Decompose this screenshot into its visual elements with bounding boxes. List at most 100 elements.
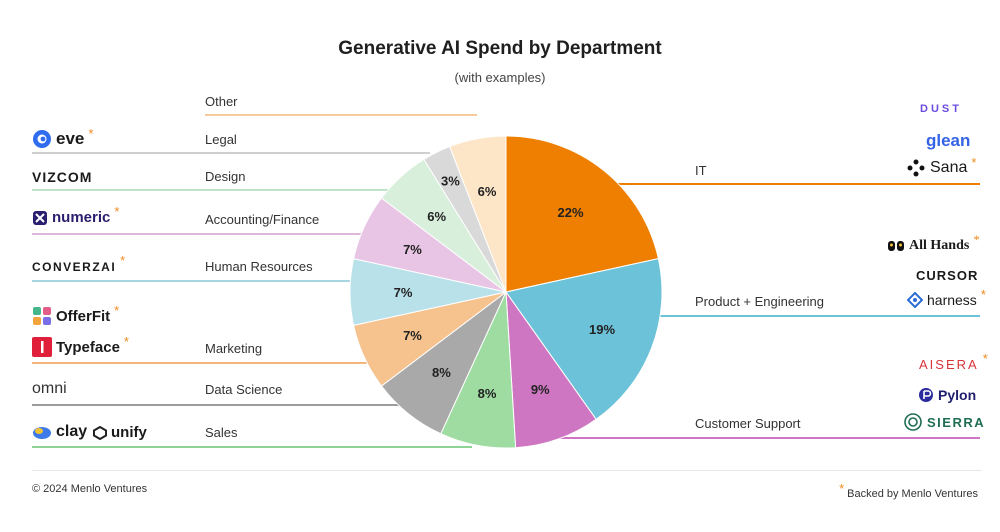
pie-slice-it (505, 135, 659, 293)
backed-star: * (971, 154, 977, 170)
logo-allhands-text: All Hands (909, 238, 970, 253)
connector-other (205, 114, 477, 116)
eve-icon (33, 130, 51, 148)
footer-backed-note: * Backed by Menlo Ventures (839, 481, 978, 500)
connector-legal (32, 152, 430, 154)
backed-star: * (88, 125, 94, 141)
sierra-icon (904, 413, 922, 431)
connector-data-science (32, 404, 404, 406)
logo-unify: unify (93, 424, 147, 441)
chart-title: Generative AI Spend by Department (338, 38, 662, 59)
logo-vizcom: VIZCOM (32, 169, 92, 185)
logo-cursor: CURSOR (916, 268, 978, 283)
logo-sana: Sana * (906, 154, 977, 178)
logo-eve: eve * (32, 125, 94, 149)
pie-label-human-resources: 7% (394, 285, 413, 300)
logo-converzai-text: CONVERZAI (32, 259, 117, 274)
connector-sales (32, 446, 472, 448)
pylon-icon (919, 388, 933, 402)
harness-icon (907, 292, 923, 308)
dept-label-product: Product + Engineering (695, 294, 825, 309)
pie-label-design: 6% (427, 209, 446, 224)
logo-harness-text: harness (927, 292, 977, 308)
pie-label-other: 6% (478, 184, 497, 199)
dept-label-design: Design (205, 169, 246, 184)
connector-support (548, 437, 980, 439)
logo-cursor-text: CURSOR (916, 268, 979, 283)
offerfit-icon (33, 307, 51, 325)
logo-harness: harness * (907, 287, 986, 308)
logo-sierra-text: SIERRA (927, 414, 986, 430)
typeface-icon (32, 337, 52, 357)
connector-hr (32, 280, 357, 282)
backed-star: * (982, 351, 990, 366)
connector-accounting (32, 233, 366, 235)
logo-numeric-text: numeric (52, 209, 111, 226)
logo-offerfit: OfferFit * (32, 302, 120, 326)
pie-label-marketing: 7% (403, 328, 422, 343)
logo-typeface-text: Typeface (56, 338, 120, 356)
pie-slice-other (448, 135, 507, 293)
logo-clay: clay (32, 423, 87, 441)
pie-slice-product-engineering (505, 258, 663, 421)
backed-star: * (120, 253, 127, 268)
logo-vizcom-text: VIZCOM (32, 169, 93, 185)
logo-sierra: SIERRA (903, 412, 985, 432)
pie-label-accounting-finance: 7% (403, 242, 422, 257)
pie-slice-customer-support (505, 290, 597, 449)
logo-pylon: Pylon (918, 387, 976, 403)
logo-omni: omni (32, 380, 67, 398)
dept-label-legal: Legal (205, 132, 237, 147)
pie-label-legal: 3% (441, 173, 460, 188)
footer-backed-text: Backed by Menlo Ventures (847, 488, 978, 500)
logo-aisera-text: AISERA (919, 357, 979, 372)
dept-label-marketing: Marketing (205, 341, 263, 356)
logo-converzai: CONVERZAI * (32, 253, 127, 274)
allhands-icon (888, 241, 904, 251)
logo-allhands: All Hands * (887, 232, 980, 254)
dept-label-sales: Sales (205, 425, 238, 440)
unify-icon (93, 425, 107, 440)
backed-star: * (123, 333, 129, 349)
dept-label-accounting: Accounting/Finance (205, 212, 320, 227)
logo-clay-text: clay (56, 423, 88, 440)
logo-glean-text: glean (926, 131, 971, 150)
pie-label-it: 22% (558, 205, 584, 220)
connector-product (655, 315, 980, 317)
backed-star: * (980, 286, 986, 302)
connector-design (32, 189, 396, 191)
connector-marketing (32, 362, 372, 364)
footer-copyright: © 2024 Menlo Ventures (32, 483, 148, 495)
backed-star: * (973, 232, 980, 247)
pie-label-sales: 8% (478, 386, 497, 401)
dept-label-data-science: Data Science (205, 382, 283, 397)
backed-star: * (114, 302, 120, 318)
chart-subtitle: (with examples) (454, 70, 546, 85)
logo-sana-text: Sana (930, 159, 968, 176)
logo-dust-text: DUST (920, 103, 962, 115)
numeric-icon (33, 210, 47, 225)
logo-aisera: AISERA * (919, 351, 990, 372)
logo-omni-text: omni (32, 380, 67, 397)
logo-numeric: numeric * (32, 204, 119, 226)
sana-icon (907, 159, 925, 177)
connector-it (600, 183, 980, 185)
dept-label-support: Customer Support (695, 416, 801, 431)
clay-icon (33, 427, 51, 439)
logo-offerfit-text: OfferFit (56, 307, 111, 325)
logo-typeface: Typeface * (32, 333, 129, 357)
backed-star: * (114, 204, 120, 219)
logo-pylon-text: Pylon (938, 387, 977, 403)
dept-label-other: Other (205, 94, 238, 109)
footer-divider (32, 470, 982, 471)
logo-unify-text: unify (111, 424, 147, 441)
dept-label-hr: Human Resources (205, 259, 313, 274)
dept-label-it: IT (695, 163, 707, 178)
logo-eve-text: eve (56, 129, 85, 148)
pie-label-customer-support: 9% (531, 382, 550, 397)
pie-label-data-science: 8% (432, 365, 451, 380)
pie-label-product-engineering: 19% (589, 322, 615, 337)
logo-dust: DUST (920, 103, 962, 115)
backed-star: * (839, 481, 845, 496)
